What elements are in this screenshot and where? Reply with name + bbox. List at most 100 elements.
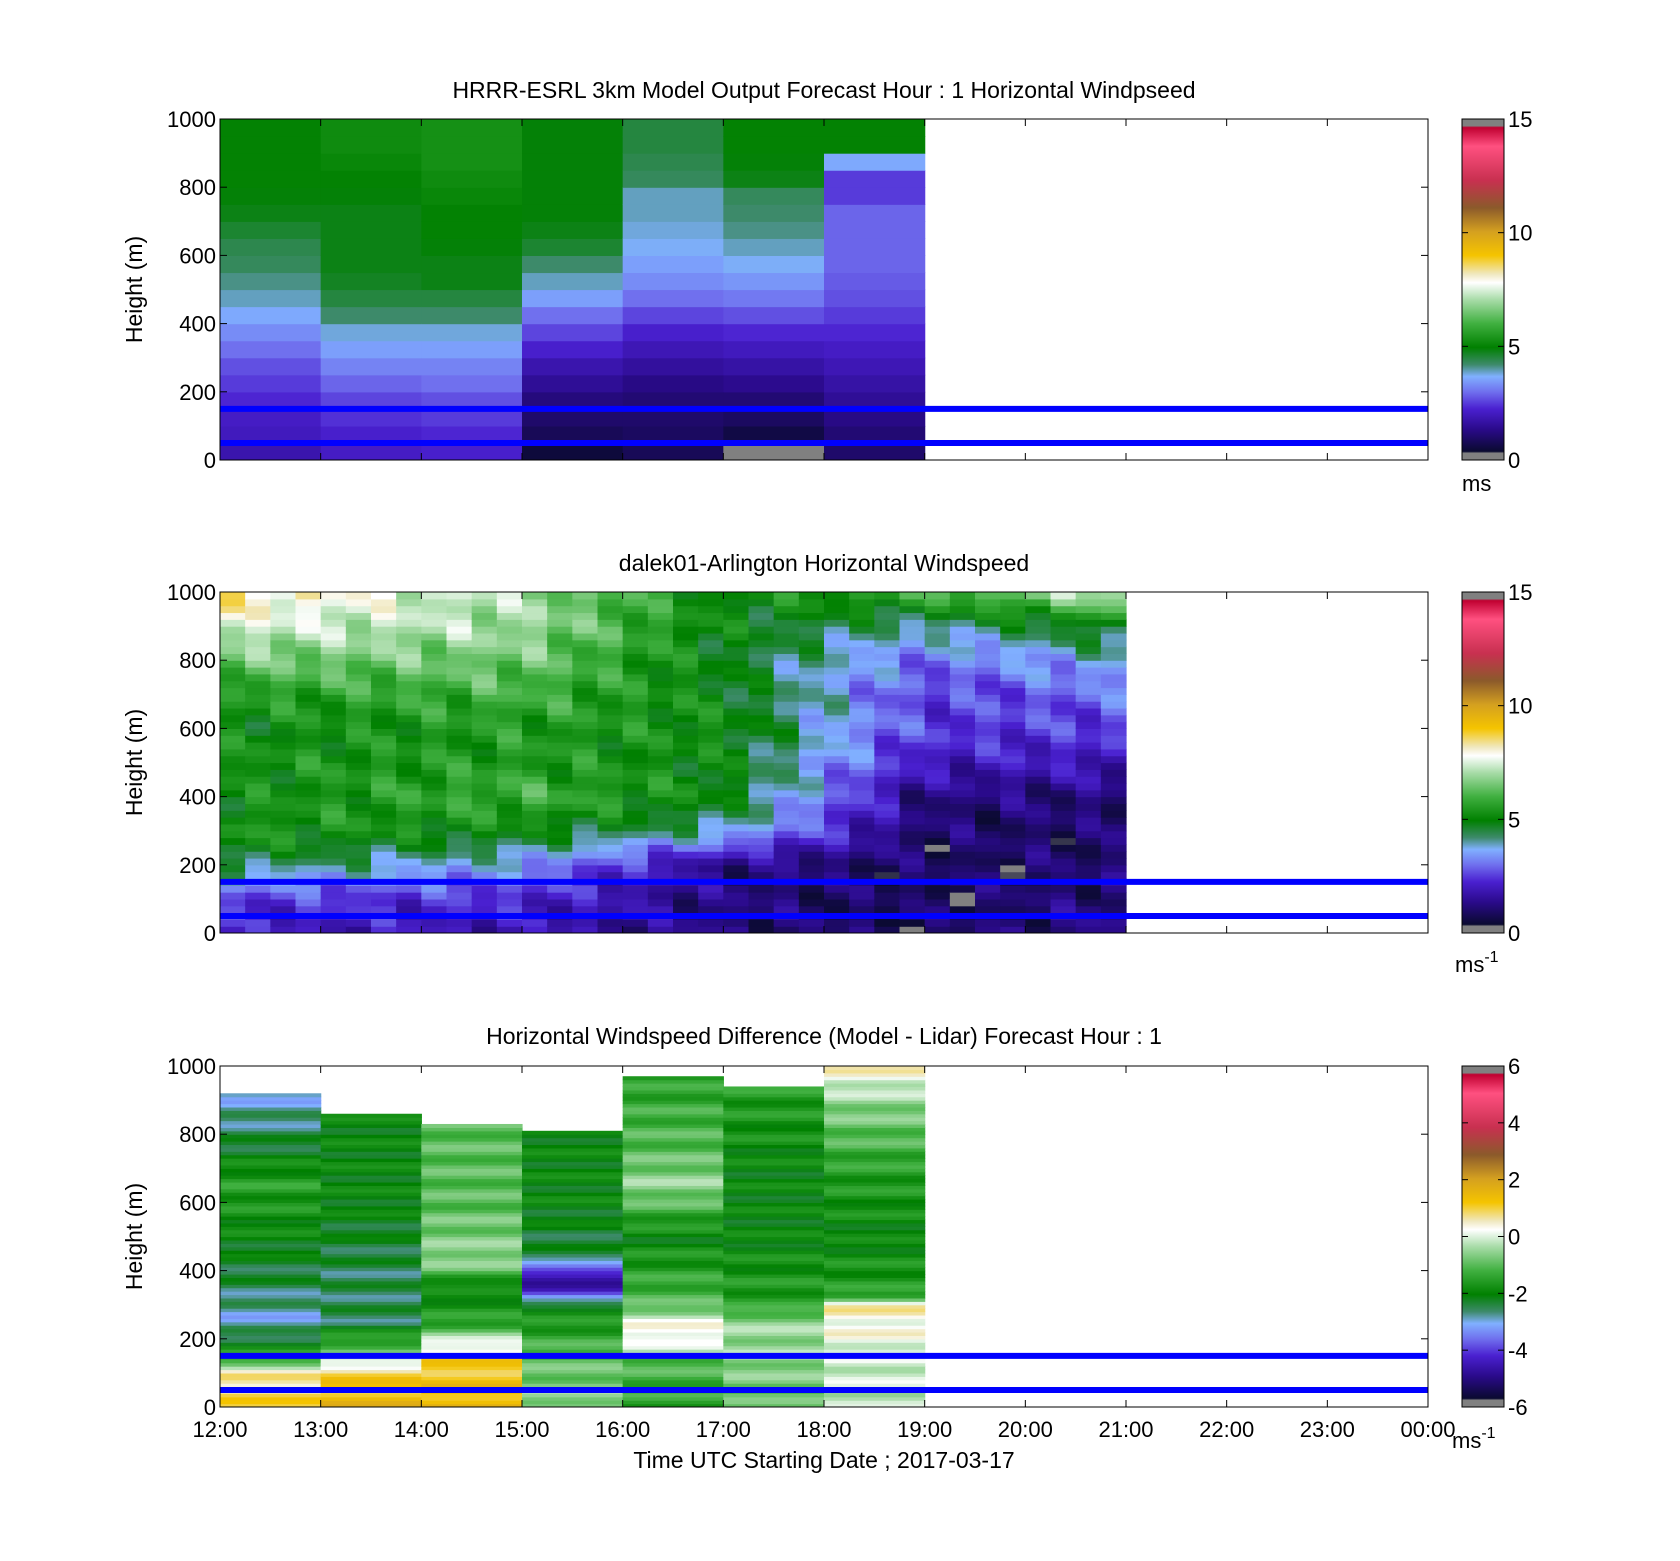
heatmap-cell	[849, 837, 875, 845]
heatmap-cell	[220, 1362, 322, 1367]
heatmap-cell	[1075, 639, 1102, 648]
heatmap-cell	[622, 1239, 724, 1244]
heatmap-cell	[295, 864, 322, 873]
heatmap-cell	[1075, 810, 1102, 818]
heatmap-cell	[824, 1403, 926, 1407]
heatmap-cell	[949, 871, 976, 880]
heatmap-cell	[396, 687, 422, 695]
heatmap-cell	[824, 605, 850, 614]
heatmap-cell	[396, 673, 422, 682]
heatmap-cell	[1100, 755, 1127, 764]
heatmap-cell	[597, 796, 624, 805]
heatmap-cell	[949, 742, 976, 750]
heatmap-cell	[421, 255, 523, 274]
heatmap-cell	[371, 857, 397, 866]
heatmap-cell	[622, 374, 724, 393]
heatmap-cell	[345, 694, 372, 702]
heatmap-cell	[824, 221, 926, 239]
heatmap-cell	[849, 776, 875, 784]
heatmap-cell	[572, 919, 599, 927]
heatmap-cell	[597, 817, 624, 825]
heatmap-cell	[522, 789, 548, 798]
heatmap-cell	[723, 170, 825, 188]
heatmap-cell	[421, 1304, 523, 1309]
heatmap-cell	[673, 626, 699, 634]
heatmap-cell	[899, 830, 926, 839]
heatmap-cell	[320, 823, 347, 832]
heatmap-cell	[245, 632, 271, 641]
heatmap-cell	[949, 864, 976, 873]
heatmap-cell	[1025, 632, 1052, 641]
heatmap-cell	[446, 892, 473, 900]
heatmap-cell	[446, 844, 473, 852]
heatmap-cell	[471, 735, 498, 743]
y-tick-label: 200	[179, 853, 216, 878]
heatmap-cell	[220, 119, 322, 137]
heatmap-cell	[723, 823, 750, 832]
heatmap-cell	[371, 694, 397, 702]
heatmap-cell	[673, 926, 699, 933]
heatmap-cell	[220, 1270, 322, 1275]
heatmap-cell	[421, 1335, 523, 1340]
heatmap-cell	[798, 619, 825, 627]
x-tick-label: 00:00	[1400, 1417, 1455, 1442]
heatmap-cell	[597, 905, 624, 914]
heatmap-cell	[220, 1120, 322, 1125]
heatmap-cell	[421, 1308, 523, 1313]
heatmap-cell	[1075, 892, 1102, 900]
heatmap-cell	[723, 1158, 825, 1163]
heatmap-cell	[320, 1188, 422, 1193]
heatmap-cell	[597, 707, 624, 716]
panel-title: dalek01-Arlington Horizontal Windspeed	[619, 550, 1029, 576]
heatmap-cell	[446, 735, 473, 743]
heatmap-cell	[824, 1342, 926, 1347]
heatmap-cell	[1100, 721, 1127, 729]
heatmap-cell	[522, 1229, 624, 1234]
heatmap-cell	[824, 612, 850, 620]
y-tick-label: 800	[179, 1122, 216, 1147]
heatmap-cell	[597, 680, 624, 689]
heatmap-cell	[245, 592, 271, 600]
heatmap-cell	[320, 1325, 422, 1330]
heatmap-cell	[975, 660, 1001, 668]
heatmap-cell	[1025, 639, 1052, 648]
heatmap-cell	[1025, 598, 1052, 607]
heatmap-cell	[446, 653, 473, 661]
heatmap-cell	[824, 1263, 926, 1268]
heatmap-cell	[572, 769, 599, 777]
heatmap-cell	[622, 1321, 724, 1326]
heatmap-cell	[1050, 905, 1077, 914]
heatmap-cell	[496, 857, 523, 866]
heatmap-cell	[220, 735, 246, 743]
heatmap-cell	[975, 612, 1001, 620]
heatmap-cell	[1075, 598, 1102, 607]
heatmap-cell	[320, 1376, 422, 1381]
heatmap-cell	[975, 667, 1001, 675]
heatmap-cell	[975, 769, 1001, 777]
heatmap-cell	[396, 680, 422, 689]
heatmap-cell	[824, 425, 926, 444]
heatmap-cell	[245, 721, 271, 729]
heatmap-cell	[245, 926, 271, 933]
heatmap-cell	[1100, 612, 1127, 620]
heatmap-cell	[723, 1267, 825, 1272]
heatmap-cell	[270, 735, 297, 743]
heatmap-cell	[1050, 646, 1077, 654]
heatmap-cell	[270, 823, 297, 832]
heatmap-cell	[320, 1233, 422, 1238]
heatmap-cell	[320, 1362, 422, 1367]
heatmap-cell	[723, 357, 825, 376]
heatmap-cell	[723, 707, 750, 716]
heatmap-cell	[622, 1222, 724, 1227]
heatmap-cell	[220, 728, 246, 736]
y-tick-label: 1000	[167, 580, 216, 605]
heatmap-cell	[824, 170, 926, 188]
heatmap-cell	[1100, 796, 1127, 805]
heatmap-cell	[245, 769, 271, 777]
heatmap-cell	[1050, 728, 1077, 736]
heatmap-cell	[798, 885, 825, 893]
heatmap-cell	[849, 626, 875, 634]
heatmap-cell	[220, 1260, 322, 1265]
heatmap-cell	[622, 639, 649, 648]
heatmap-cell	[824, 762, 850, 770]
